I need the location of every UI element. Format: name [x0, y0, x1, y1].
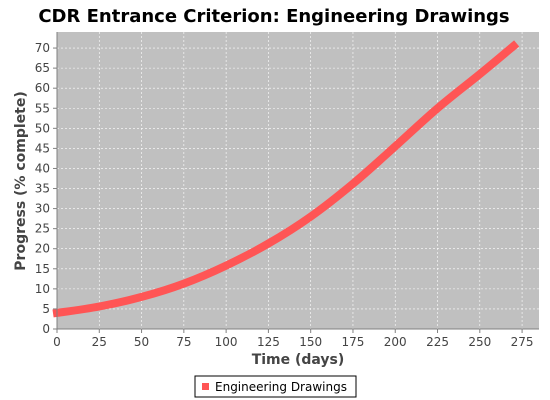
- x-axis-label: Time (days): [252, 352, 345, 368]
- x-axis-ticks: 0 25 50 75 100 125 150 175 200 225 250 275: [53, 329, 534, 349]
- y-tick-label: 20: [35, 242, 50, 256]
- y-tick-label: 70: [35, 41, 50, 55]
- y-tick-label: 25: [35, 222, 50, 236]
- y-tick-label: 55: [35, 101, 50, 115]
- y-axis-label: Progress (% complete): [13, 91, 29, 270]
- x-tick-label: 225: [426, 335, 449, 349]
- data-point: [510, 43, 517, 50]
- y-tick-label: 30: [35, 202, 50, 216]
- y-tick-label: 0: [42, 322, 50, 336]
- y-tick-label: 15: [35, 262, 50, 276]
- x-tick-label: 250: [468, 335, 491, 349]
- data-point: [307, 213, 314, 220]
- x-tick-label: 25: [92, 335, 107, 349]
- x-tick-label: 200: [384, 335, 407, 349]
- data-point: [476, 71, 483, 78]
- legend-label: Engineering Drawings: [215, 380, 347, 394]
- x-tick-label: 125: [257, 335, 280, 349]
- data-point: [180, 280, 187, 287]
- y-tick-label: 50: [35, 121, 50, 135]
- x-tick-label: 150: [299, 335, 322, 349]
- series-layer: [52, 40, 520, 318]
- data-point: [392, 143, 399, 150]
- y-tick-label: 40: [35, 161, 50, 175]
- data-point: [434, 105, 441, 112]
- x-tick-label: 50: [134, 335, 149, 349]
- data-point: [138, 293, 145, 300]
- y-tick-label: 35: [35, 182, 50, 196]
- y-tick-label: 5: [42, 302, 50, 316]
- legend-box: [194, 375, 357, 398]
- plot-area: [57, 32, 539, 329]
- x-tick-label: 0: [53, 335, 61, 349]
- y-tick-label: 45: [35, 141, 50, 155]
- y-tick-label: 10: [35, 282, 50, 296]
- data-point: [96, 303, 103, 310]
- data-point: [349, 180, 356, 187]
- y-axis-ticks: 0 5 10 15 20 25 30 35 40 45 50 55 60 65 70: [35, 41, 57, 336]
- legend-swatch: [202, 383, 209, 390]
- x-tick-label: 175: [342, 335, 365, 349]
- y-tick-label: 60: [35, 81, 50, 95]
- x-tick-label: 75: [176, 335, 191, 349]
- legend: Engineering Drawings: [194, 375, 357, 398]
- data-point: [223, 262, 230, 269]
- chart-title: CDR Entrance Criterion: Engineering Draw…: [38, 6, 509, 27]
- y-tick-label: 65: [35, 61, 50, 75]
- data-point: [265, 240, 272, 247]
- series-line-engineering-drawings: [52, 40, 520, 318]
- x-tick-label: 100: [215, 335, 238, 349]
- x-tick-label: 275: [511, 335, 534, 349]
